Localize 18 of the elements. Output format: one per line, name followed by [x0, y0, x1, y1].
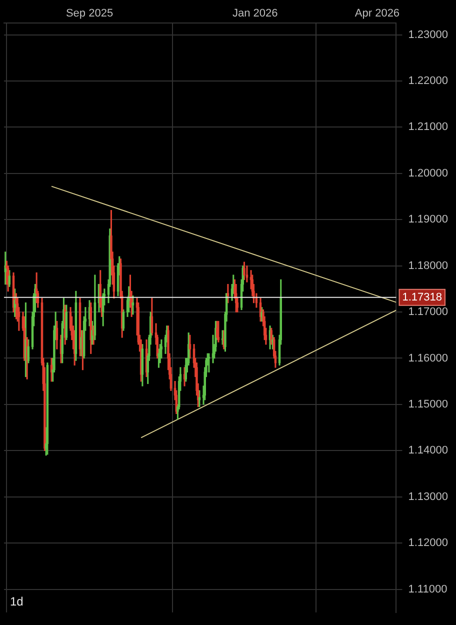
- ref-line-label: 1.17318: [402, 291, 442, 304]
- y-tick-label: 1.23000: [408, 28, 448, 41]
- y-tick-label: 1.19000: [408, 214, 448, 226]
- y-tick-label: 1.21000: [408, 121, 448, 134]
- y-tick-label: 1.13000: [408, 490, 448, 503]
- y-tick-label: 1.22000: [408, 74, 448, 87]
- y-tick-label: 1.14000: [408, 444, 448, 457]
- y-tick-label: 1.15000: [408, 398, 448, 410]
- y-tick-label: 1.20000: [408, 167, 448, 180]
- annotation: 1d: [10, 594, 24, 609]
- y-tick-label: 1.18000: [408, 260, 448, 272]
- y-tick-label: 1.16000: [408, 352, 448, 364]
- x-tick-label: Apr 2026: [354, 8, 400, 20]
- y-tick-label: 1.11000: [408, 583, 448, 596]
- y-tick-label: 1.17000: [408, 306, 448, 318]
- y-tick-label: 1.12000: [408, 537, 448, 550]
- x-tick-label: Sep 2025: [66, 8, 114, 20]
- x-tick-label: Jan 2026: [232, 8, 278, 20]
